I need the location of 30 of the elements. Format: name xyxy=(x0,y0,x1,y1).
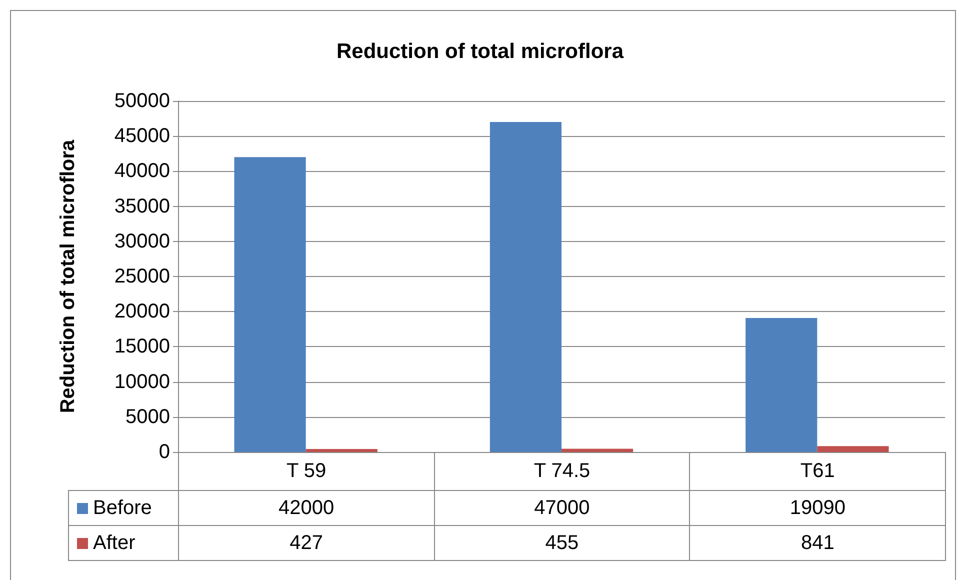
bar xyxy=(562,448,634,452)
bar xyxy=(490,122,562,452)
y-tick-label: 15000 xyxy=(114,336,170,358)
data-label: 47000 xyxy=(434,490,690,526)
y-tick-label: 40000 xyxy=(114,160,170,182)
data-label: 19090 xyxy=(689,490,946,526)
bar xyxy=(746,318,818,452)
y-axis-title: Reduction of total microflora xyxy=(57,138,79,414)
y-tick-label: 30000 xyxy=(114,230,170,252)
y-tick-label: 20000 xyxy=(114,300,170,323)
x-tick-label: T61 xyxy=(689,452,946,491)
bar xyxy=(306,449,378,452)
y-tick-label: 25000 xyxy=(114,266,170,288)
bar xyxy=(817,446,889,452)
legend-label: After xyxy=(93,532,136,554)
legend-label: Before xyxy=(93,496,152,520)
x-tick-label: T 59 xyxy=(178,452,435,491)
x-tick-label: T 74.5 xyxy=(434,452,690,491)
bar xyxy=(234,157,306,452)
y-tick-label: 50000 xyxy=(114,90,170,112)
y-tick-label: 35000 xyxy=(114,195,170,218)
data-label: 427 xyxy=(178,525,435,561)
y-tick-label: 45000 xyxy=(114,125,170,148)
y-tick-label: 10000 xyxy=(114,370,170,393)
y-tick-label: 0 xyxy=(158,441,170,463)
data-label: 42000 xyxy=(178,490,435,526)
y-tick-label: 5000 xyxy=(126,406,170,428)
data-label: 841 xyxy=(689,525,946,561)
chart-title: Reduction of total microflora xyxy=(336,40,624,63)
data-label: 455 xyxy=(434,525,690,561)
